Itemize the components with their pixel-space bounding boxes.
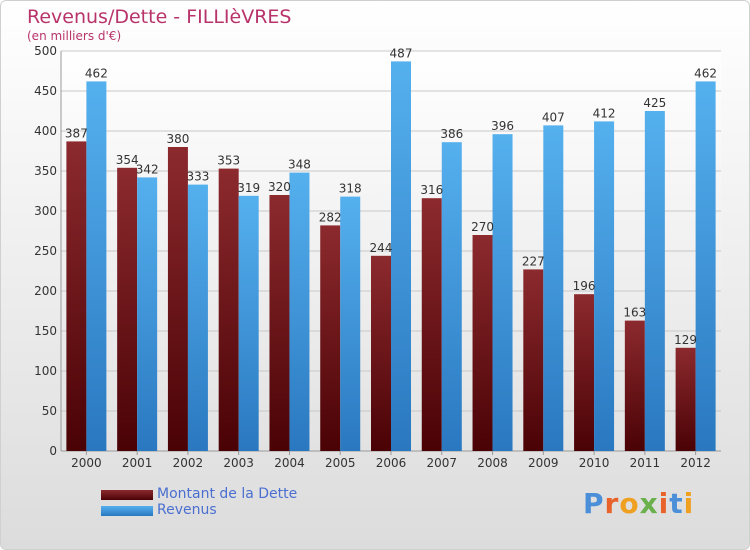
logo-letter: t [669, 487, 684, 520]
bar-dette [167, 147, 188, 451]
x-tick-label: 2002 [173, 456, 204, 470]
x-tick-label: 2003 [223, 456, 254, 470]
bar-revenus [644, 111, 665, 451]
x-axis-ticks: 2000 2001 2002 2003 2004 2005 2006 2007 2008 2009… [71, 451, 711, 470]
logo-letter: r [604, 487, 620, 520]
logo-letter: o [619, 487, 640, 520]
data-label: 196 [573, 279, 596, 293]
bar-dette [371, 255, 391, 451]
bar-dette [218, 168, 239, 451]
x-tick-label: 2011 [630, 456, 661, 470]
data-label: 319 [237, 181, 260, 195]
data-label: 342 [136, 162, 159, 176]
bar-dette [574, 294, 595, 451]
data-label: 425 [643, 96, 666, 110]
bar-revenus [137, 177, 158, 451]
y-tick-label: 250 [34, 244, 57, 258]
bar-dette [624, 320, 645, 451]
data-label: 318 [339, 182, 362, 196]
x-tick-label: 2004 [274, 456, 305, 470]
bar-revenus [340, 196, 361, 451]
y-tick-label: 450 [34, 84, 57, 98]
data-label: 462 [85, 66, 108, 80]
data-label: 316 [420, 183, 443, 197]
y-tick-label: 400 [34, 124, 57, 138]
bar-revenus [187, 184, 208, 451]
bars [66, 61, 716, 452]
x-tick-label: 2010 [579, 456, 610, 470]
x-tick-label: 2000 [71, 456, 102, 470]
bar-revenus [492, 134, 513, 451]
x-tick-label: 2008 [477, 456, 508, 470]
bar-dette [472, 235, 493, 451]
legend-label-dette: Montant de la Dette [157, 486, 298, 502]
data-label: 412 [593, 106, 616, 120]
bar-dette [269, 195, 290, 451]
data-label: 387 [65, 126, 88, 140]
bar-revenus [543, 125, 564, 452]
x-tick-label: 2001 [122, 456, 153, 470]
y-tick-label: 100 [34, 364, 57, 378]
data-label: 462 [694, 66, 717, 80]
y-tick-label: 50 [42, 404, 57, 418]
y-tick-label: 500 [34, 44, 57, 58]
data-label: 227 [522, 254, 545, 268]
bar-revenus [594, 121, 615, 452]
data-label: 270 [471, 220, 494, 234]
data-label: 282 [319, 210, 342, 224]
data-label: 163 [623, 306, 646, 320]
bar-dette [117, 167, 138, 452]
x-tick-label: 2005 [325, 456, 356, 470]
y-tick-label: 350 [34, 164, 57, 178]
logo-letter: i [683, 487, 695, 520]
data-label: 407 [542, 110, 565, 124]
data-label: 380 [166, 132, 189, 146]
x-tick-label: 2012 [680, 456, 711, 470]
x-tick-label: 2006 [376, 456, 407, 470]
bar-dette [320, 225, 341, 451]
data-label: 320 [268, 180, 291, 194]
bar-dette [675, 347, 696, 451]
legend-swatch-revenus [101, 506, 153, 516]
chart-subtitle: (en milliers d'€) [27, 29, 122, 43]
data-label: 244 [370, 241, 393, 255]
data-label: 129 [674, 333, 697, 347]
y-tick-label: 200 [34, 284, 57, 298]
bar-revenus [391, 61, 411, 452]
data-label: 354 [116, 153, 139, 167]
y-tick-label: 0 [49, 444, 57, 458]
data-label: 333 [186, 170, 209, 184]
data-label: 353 [217, 154, 240, 168]
chart-title: Revenus/Dette - FILLIèVRES [27, 6, 292, 28]
logo-letter: x [639, 487, 659, 520]
bar-revenus [441, 142, 462, 451]
bar-revenus [695, 81, 716, 452]
logo-letter: i [658, 487, 670, 520]
y-tick-label: 300 [34, 204, 57, 218]
legend-swatch-dette [101, 490, 153, 500]
data-label: 386 [440, 127, 463, 141]
y-axis-ticks: 0 50 100 150 200 250 300 350 400 450 500 [34, 44, 57, 458]
bar-dette [66, 141, 87, 451]
data-label: 396 [491, 119, 514, 133]
bar-revenus [86, 81, 107, 452]
bar-dette [421, 198, 442, 451]
data-label: 348 [288, 158, 311, 172]
bar-revenus [238, 195, 259, 451]
logo-letter: P [583, 487, 605, 520]
x-tick-label: 2007 [426, 456, 457, 470]
proxiti-logo: Proxiti [583, 487, 694, 520]
y-tick-label: 150 [34, 324, 57, 338]
legend-label-revenus: Revenus [157, 502, 217, 518]
data-label: 487 [390, 46, 413, 60]
x-tick-label: 2009 [528, 456, 559, 470]
bar-dette [523, 269, 544, 451]
bar-revenus [289, 172, 310, 451]
